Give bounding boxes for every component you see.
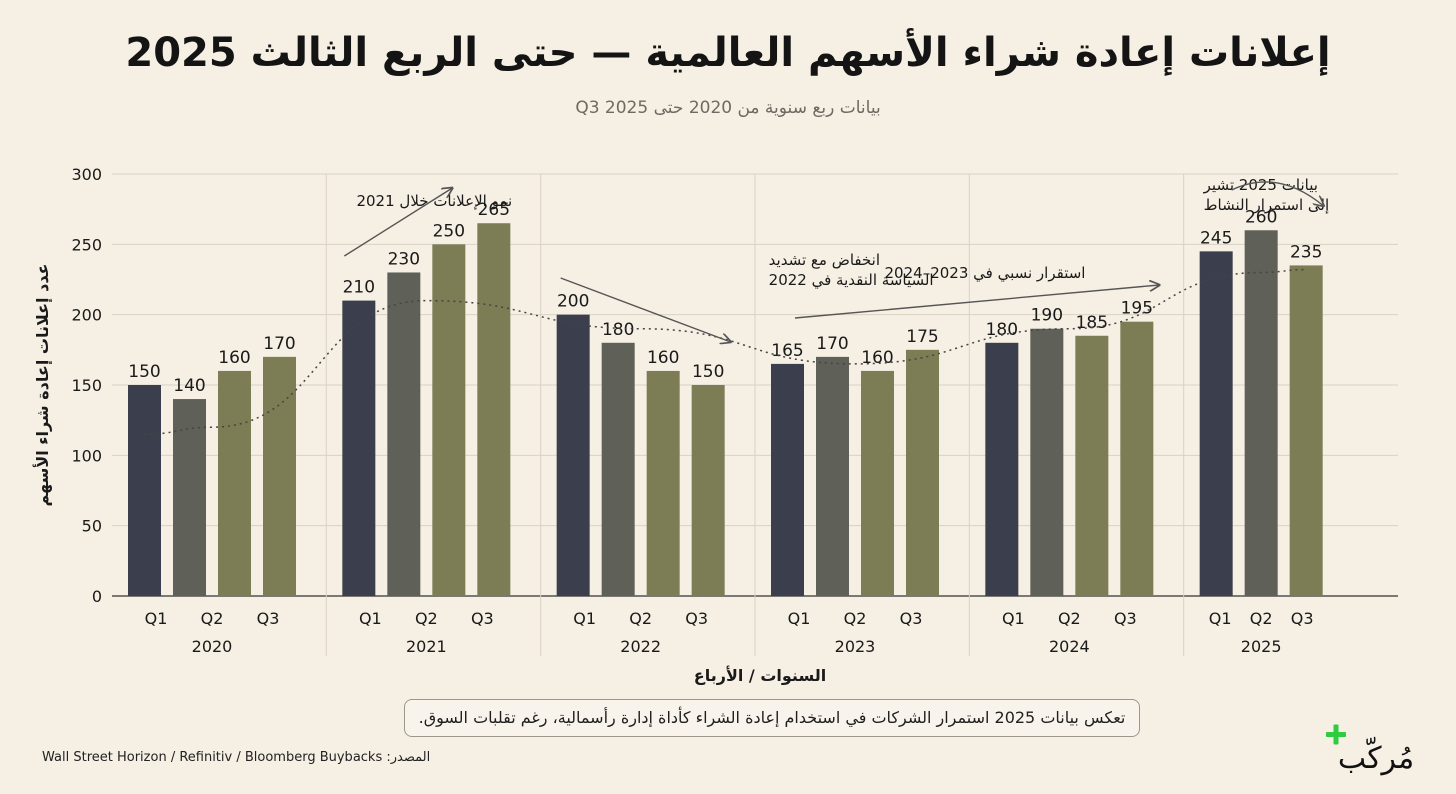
annotation-text: السياسة النقدية في 2022	[769, 271, 934, 290]
bar-value-label: 175	[906, 327, 938, 347]
bar	[1075, 335, 1109, 596]
bar	[1199, 251, 1233, 596]
bar-value-label: 185	[1076, 313, 1108, 333]
bar-value-label: 210	[343, 278, 375, 298]
year-label: 2020	[192, 637, 233, 656]
bar-value-label: 160	[218, 348, 250, 368]
annotation-arrow	[343, 188, 452, 257]
bar	[691, 385, 725, 596]
y-tick-label: 0	[92, 587, 102, 606]
bar-value-label: 250	[433, 221, 465, 241]
bar	[1289, 265, 1323, 596]
bar-value-label: 260	[1245, 207, 1277, 227]
bar	[387, 272, 421, 596]
x-tick-label: Q3	[471, 609, 494, 628]
bar	[173, 399, 206, 596]
bar	[1030, 328, 1064, 596]
bar-value-label: 230	[388, 249, 420, 269]
source-text: المصدر: Wall Street Horizon / Refinitiv …	[42, 750, 431, 765]
bar	[556, 314, 590, 596]
bar	[263, 356, 296, 596]
x-tick-label: Q1	[1002, 609, 1025, 628]
bar-value-label: 170	[816, 334, 848, 354]
bar	[601, 342, 635, 596]
y-tick-label: 50	[82, 517, 102, 536]
annotation-text: استقرار نسبي في 2023–2024	[885, 264, 1086, 283]
x-tick-label: Q1	[788, 609, 811, 628]
bar	[816, 356, 849, 596]
annotation-arrow	[560, 277, 731, 342]
year-label: 2023	[835, 637, 876, 656]
bar	[432, 244, 466, 597]
bar-value-label: 190	[1031, 306, 1063, 326]
footnote-box: تعكس بيانات 2025 استمرار الشركات في استخ…	[404, 699, 1140, 737]
bar-value-label: 235	[1290, 242, 1322, 262]
x-tick-label: Q3	[900, 609, 923, 628]
brand-logo: مُركّب	[1326, 724, 1414, 776]
bar-value-label: 200	[557, 292, 589, 312]
x-tick-label: Q1	[573, 609, 596, 628]
bar-value-label: 180	[602, 320, 634, 340]
x-tick-label: Q2	[844, 609, 867, 628]
x-tick-label: Q3	[1114, 609, 1137, 628]
bar	[128, 385, 161, 596]
bar-value-label: 150	[128, 362, 160, 382]
bar-value-label: 180	[986, 320, 1018, 340]
x-tick-label: Q2	[1058, 609, 1081, 628]
x-tick-label: Q2	[415, 609, 438, 628]
logo-text: مُركّب	[1338, 736, 1414, 776]
year-label: 2021	[406, 637, 447, 656]
bar	[477, 223, 511, 596]
bar-value-label: 245	[1200, 228, 1232, 248]
y-tick-label: 200	[71, 306, 102, 325]
x-tick-label: Q2	[1250, 609, 1273, 628]
x-tick-label: Q1	[359, 609, 382, 628]
annotation-arrow	[794, 285, 1159, 319]
x-tick-label: Q3	[1291, 609, 1314, 628]
year-label: 2025	[1241, 637, 1282, 656]
bar-value-label: 150	[692, 362, 724, 382]
bar	[218, 370, 251, 596]
y-tick-label: 250	[71, 235, 102, 254]
bar	[646, 370, 680, 596]
bar	[342, 300, 376, 596]
x-tick-label: Q3	[685, 609, 708, 628]
bar	[906, 349, 939, 596]
year-label: 2022	[620, 637, 661, 656]
bar-value-label: 195	[1121, 299, 1153, 319]
bar	[1244, 230, 1278, 596]
chart-subtitle: بيانات ربع سنوية من 2020 حتى Q3 2025	[575, 98, 881, 118]
year-label: 2024	[1049, 637, 1090, 656]
x-tick-label: Q2	[629, 609, 652, 628]
y-tick-label: 100	[71, 446, 102, 465]
bar	[861, 370, 894, 596]
bar-value-label: 160	[861, 348, 893, 368]
chart-title: إعلانات إعادة شراء الأسهم العالمية — حتى…	[125, 30, 1331, 76]
annotation-text: انخفاض مع تشديد	[769, 251, 880, 269]
bar-value-label: 170	[263, 334, 295, 354]
bar-value-label: 160	[647, 348, 679, 368]
x-tick-label: Q3	[257, 609, 280, 628]
bar	[985, 342, 1019, 596]
bar	[771, 363, 804, 596]
annotation-text: نمو الإعلانات خلال 2021	[356, 192, 512, 210]
plus-icon	[1326, 724, 1346, 745]
y-tick-label: 300	[71, 165, 102, 184]
y-axis-label: عدد إعلانات إعادة شراء الأسهم	[33, 264, 52, 507]
y-tick-label: 150	[71, 376, 102, 395]
bar	[1120, 321, 1154, 596]
x-tick-label: Q1	[1209, 609, 1232, 628]
bar-value-label: 165	[771, 341, 803, 361]
x-tick-label: Q1	[145, 609, 168, 628]
bar-value-label: 265	[478, 200, 510, 220]
x-tick-label: Q2	[201, 609, 224, 628]
annotation-text: إلى استمرار النشاط	[1204, 196, 1330, 214]
bar-value-label: 140	[173, 376, 205, 396]
annotation-arrow	[1231, 181, 1324, 206]
x-axis-label: السنوات / الأرباع	[694, 666, 826, 685]
